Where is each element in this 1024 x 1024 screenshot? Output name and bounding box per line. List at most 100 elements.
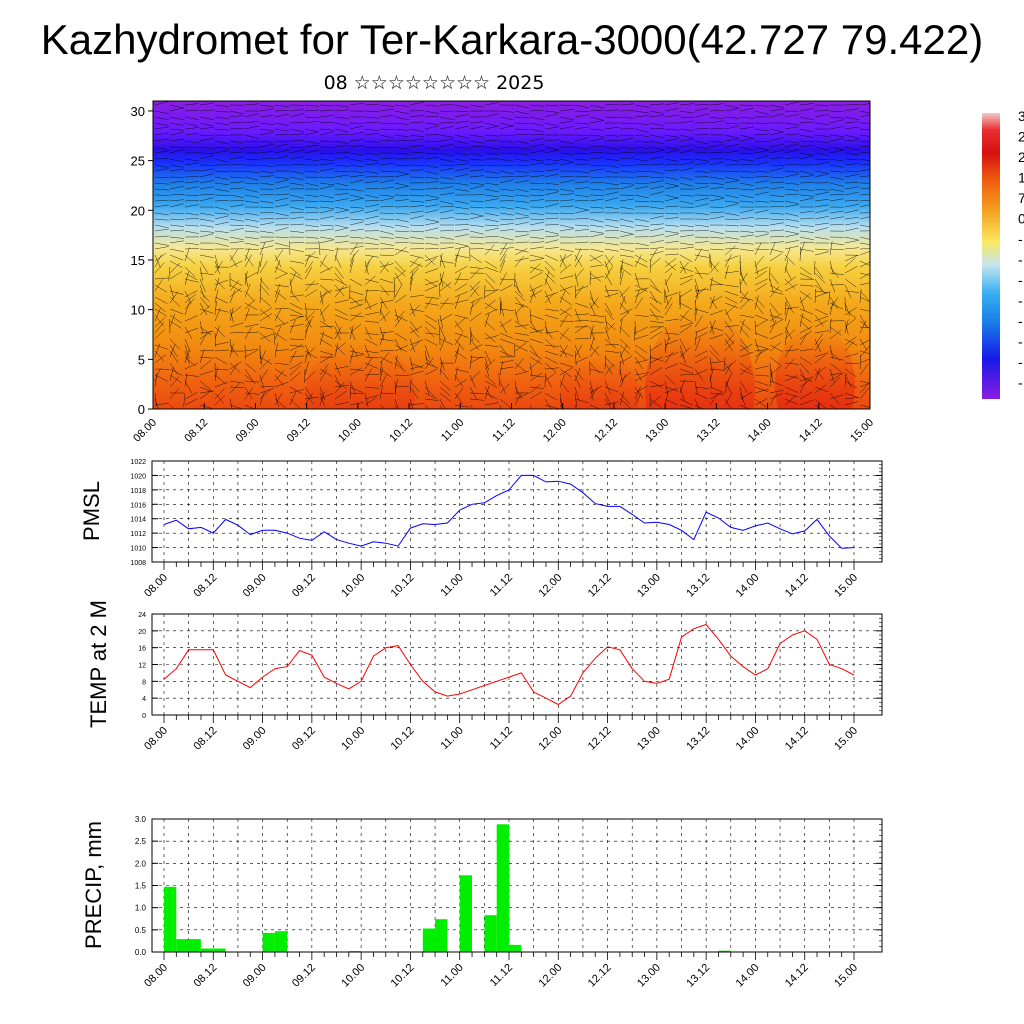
wind-barb (454, 314, 469, 319)
x-tick-label: 13.00 (635, 962, 663, 990)
wind-barb (154, 228, 169, 232)
wind-barb (769, 313, 782, 322)
wind-barb (829, 330, 842, 340)
wind-barb (214, 260, 223, 274)
wind-barb (364, 103, 380, 106)
wind-barb (619, 182, 634, 185)
x-tick-label: 09.00 (241, 962, 269, 990)
wind-barb (754, 278, 768, 286)
wind-barb (574, 126, 589, 130)
y-tick-label: 30 (131, 104, 145, 119)
wind-barb (769, 241, 776, 256)
wind-barb (214, 381, 229, 388)
wind-barb (214, 260, 221, 275)
wind-barb (318, 240, 321, 256)
wind-barb (319, 152, 335, 155)
wind-barb (574, 158, 589, 161)
wind-barb (514, 320, 527, 330)
wind-barb (619, 259, 624, 274)
wind-barb (814, 251, 829, 256)
wind-barb (709, 295, 723, 304)
wind-barb (589, 368, 604, 374)
wind-barb (619, 391, 625, 406)
wind-barb (754, 302, 764, 315)
wind-barb (679, 182, 694, 187)
wind-barb (679, 116, 695, 118)
wind-barb (304, 120, 319, 124)
wind-barb (289, 260, 304, 264)
wind-barb (499, 125, 514, 130)
wind-barb (289, 128, 304, 133)
wind-barb (739, 344, 752, 354)
wind-barb (274, 343, 278, 358)
wind-barb (424, 181, 439, 184)
wind-barb (154, 398, 159, 409)
wind-barb (409, 325, 423, 334)
wind-barb (664, 253, 680, 256)
wind-barb (529, 356, 543, 365)
wind-barb (394, 199, 409, 202)
wind-barb (169, 262, 181, 274)
wind-barb (469, 140, 484, 144)
wind-barb (274, 242, 289, 247)
wind-barb (814, 366, 827, 376)
wind-barb (514, 122, 530, 125)
wind-barb (694, 307, 698, 322)
wind-barb (559, 224, 574, 229)
colorbar-label: - (1018, 272, 1023, 288)
wind-barb (574, 146, 589, 150)
wind-barb (184, 326, 193, 340)
wind-barb (574, 218, 590, 220)
wind-barb (394, 310, 405, 322)
wind-barb (859, 387, 869, 400)
wind-barb (649, 146, 664, 151)
wind-barb (259, 128, 274, 132)
y-tick-label: 1.5 (135, 882, 147, 891)
wind-barb (769, 200, 785, 202)
wind-barb (514, 302, 529, 308)
wind-barb (634, 146, 649, 149)
wind-barb (649, 170, 664, 175)
wind-barb (259, 104, 274, 108)
wind-barb (274, 314, 286, 325)
y-tick-label: 0.5 (135, 926, 147, 935)
wind-barb (619, 116, 634, 119)
wind-barb (469, 330, 472, 346)
wind-barb (409, 134, 424, 138)
wind-barb (844, 368, 857, 378)
wind-barb (424, 115, 440, 118)
wind-barb (499, 320, 508, 334)
wind-barb (664, 233, 679, 238)
wind-barb (664, 240, 679, 244)
wind-barb (199, 390, 212, 400)
wind-barb (379, 326, 385, 341)
wind-barb (154, 199, 170, 202)
wind-barb (469, 266, 484, 269)
wind-barb (739, 138, 754, 142)
wind-barb (844, 170, 860, 172)
wind-barb (154, 302, 166, 313)
wind-barb (634, 163, 650, 166)
wind-barb (559, 193, 574, 196)
wind-barb (769, 218, 785, 221)
wind-barb (859, 326, 870, 329)
wind-barb (724, 308, 732, 322)
wind-barb (664, 352, 679, 358)
wind-barb (334, 382, 345, 394)
wind-barb (274, 227, 289, 232)
wind-barb (784, 326, 793, 340)
wind-barb (199, 173, 214, 178)
wind-barb (379, 308, 387, 322)
wind-barb (829, 248, 845, 251)
wind-barb (574, 181, 589, 184)
wind-barb (634, 158, 649, 162)
wind-barb (409, 294, 424, 298)
wind-barb (319, 114, 334, 118)
wind-barb (784, 143, 799, 148)
wind-barb (634, 260, 648, 268)
wind-barb (154, 322, 165, 334)
wind-barb (334, 104, 349, 108)
wind-barb (589, 233, 604, 238)
wind-barb (649, 233, 664, 238)
wind-barb (469, 121, 484, 124)
